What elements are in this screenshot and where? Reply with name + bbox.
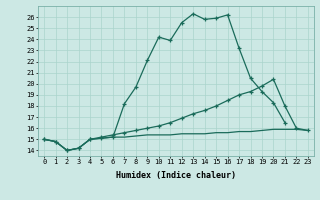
X-axis label: Humidex (Indice chaleur): Humidex (Indice chaleur) [116, 171, 236, 180]
